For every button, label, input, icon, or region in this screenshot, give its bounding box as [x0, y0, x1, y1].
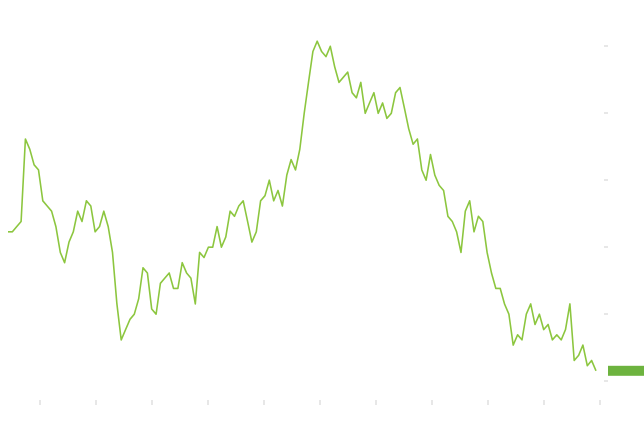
current-value-marker: [608, 365, 644, 376]
current-value-label: [608, 365, 644, 376]
x-axis-ticks: [39, 400, 601, 405]
price-series-line: [8, 40, 597, 372]
y-axis-ticks: [604, 45, 608, 382]
